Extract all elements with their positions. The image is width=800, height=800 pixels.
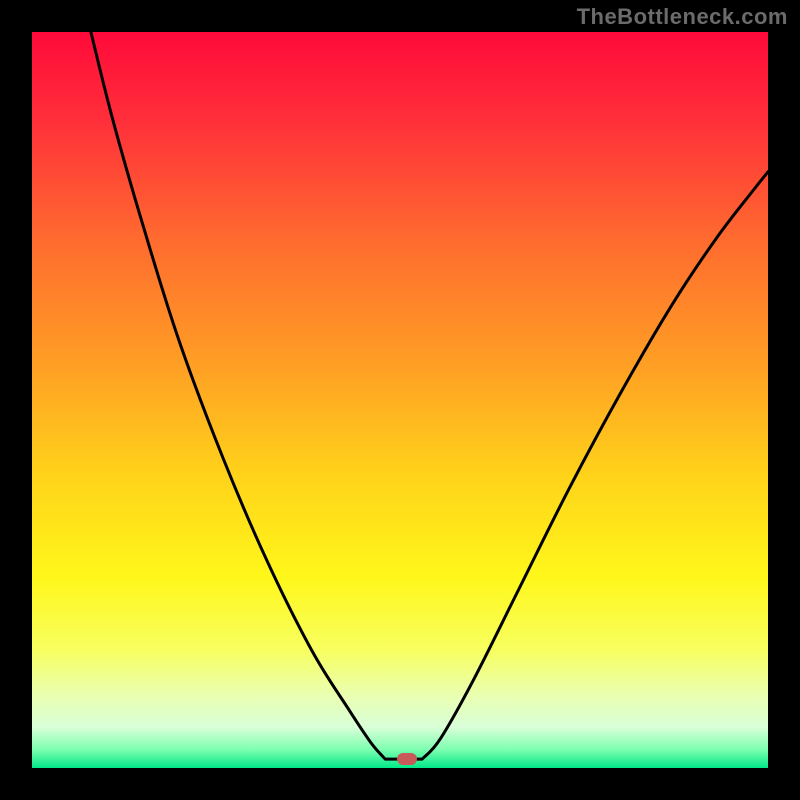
bottleneck-curve (32, 32, 768, 768)
watermark-text: TheBottleneck.com (577, 4, 788, 30)
chart-outer: TheBottleneck.com (0, 0, 800, 800)
valley-marker (397, 753, 417, 765)
chart-area (32, 32, 768, 768)
